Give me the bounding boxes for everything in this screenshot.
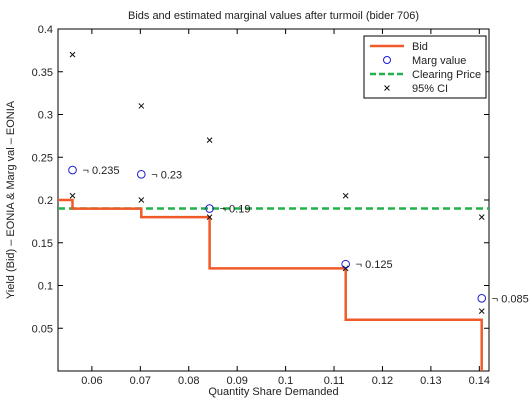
y-tick-label: 0.35 xyxy=(32,67,53,79)
y-tick-label: 0.3 xyxy=(38,110,53,122)
x-tick-label: 0.07 xyxy=(130,375,151,387)
ci-marker xyxy=(69,192,76,199)
x-tick-label: 0.06 xyxy=(81,375,102,387)
x-tick-label: 0.08 xyxy=(178,375,199,387)
legend-swatch-ci xyxy=(384,85,390,91)
marg-value-marker xyxy=(136,170,146,179)
marg-value-label: ¬ 0.235 xyxy=(83,165,120,177)
ci-marker xyxy=(138,197,145,203)
legend-label: Clearing Price xyxy=(412,69,481,81)
y-axis-label: Yield (Bid) – EONIA & Marg val – EONIA xyxy=(5,100,17,299)
ci-marker xyxy=(138,103,145,109)
marg-value-label: ¬ 0.23 xyxy=(151,169,182,181)
marg-value-marker xyxy=(477,294,487,303)
y-tick-label: 0.4 xyxy=(38,24,53,36)
ci-marker xyxy=(69,51,76,58)
legend-label: Bid xyxy=(412,41,428,53)
y-tick-label: 0.1 xyxy=(38,281,53,293)
y-tick-label: 0.15 xyxy=(32,238,53,250)
legend-swatch-marg xyxy=(383,56,391,64)
ci-marker xyxy=(206,137,213,144)
ci-marker xyxy=(478,214,485,220)
ci-marker xyxy=(478,308,485,315)
y-tick-label: 0.05 xyxy=(32,323,53,335)
y-tick-label: 0.25 xyxy=(32,152,53,164)
marg-value-marker xyxy=(341,259,350,269)
marg-value-label: ¬ 0.085 xyxy=(492,293,529,305)
marg-value-label: ¬ 0.125 xyxy=(356,259,393,271)
y-tick-label: 0.2 xyxy=(38,195,53,207)
ci-marker xyxy=(342,192,349,199)
x-tick-label: 0.14 xyxy=(469,375,490,387)
marg-value-marker xyxy=(68,165,77,175)
x-tick-label: 0.12 xyxy=(372,375,393,387)
x-tick-label: 0.09 xyxy=(226,375,247,387)
chart-title: Bids and estimated marginal values after… xyxy=(128,10,419,22)
marg-value-label: ¬ 0.19 xyxy=(220,204,251,216)
x-tick-label: 0.11 xyxy=(324,375,345,387)
ci-marker xyxy=(206,214,213,220)
x-tick-label: 0.13 xyxy=(420,375,441,387)
legend-label: Marg value xyxy=(412,55,466,67)
x-tick-label: 0.1 xyxy=(278,375,293,387)
marg-value-marker xyxy=(205,204,214,213)
legend-label: 95% CI xyxy=(412,83,448,95)
x-axis-label: Quantity Share Demanded xyxy=(208,386,338,398)
